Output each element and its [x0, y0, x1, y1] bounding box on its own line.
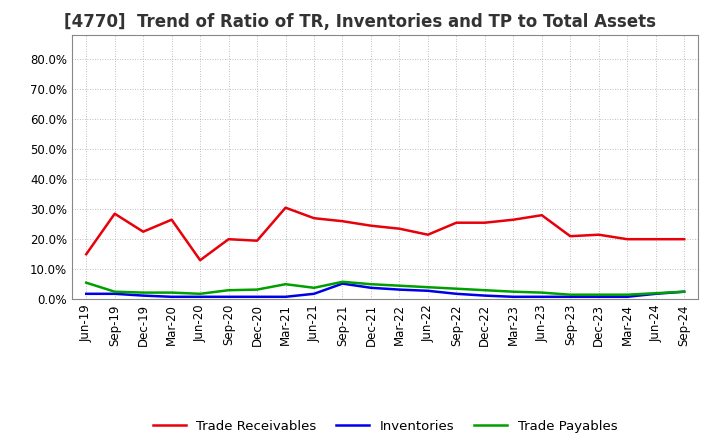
- Trade Payables: [253, 287, 261, 292]
- Inventories: [623, 294, 631, 300]
- Trade Payables: [595, 292, 603, 297]
- Trade Payables: [623, 292, 631, 297]
- Trade Receivables: [509, 217, 518, 222]
- Trade Payables: [652, 290, 660, 296]
- Inventories: [310, 291, 318, 297]
- Trade Payables: [338, 279, 347, 284]
- Line: Trade Payables: Trade Payables: [86, 282, 684, 295]
- Inventories: [595, 294, 603, 300]
- Inventories: [82, 291, 91, 297]
- Trade Receivables: [338, 219, 347, 224]
- Inventories: [110, 291, 119, 297]
- Inventories: [680, 289, 688, 294]
- Inventories: [652, 291, 660, 297]
- Trade Payables: [680, 289, 688, 294]
- Trade Receivables: [196, 257, 204, 263]
- Trade Receivables: [167, 217, 176, 222]
- Inventories: [452, 291, 461, 297]
- Inventories: [338, 281, 347, 286]
- Legend: Trade Receivables, Inventories, Trade Payables: Trade Receivables, Inventories, Trade Pa…: [148, 414, 623, 438]
- Inventories: [537, 294, 546, 300]
- Trade Receivables: [452, 220, 461, 225]
- Trade Payables: [225, 288, 233, 293]
- Inventories: [366, 285, 375, 290]
- Line: Inventories: Inventories: [86, 284, 684, 297]
- Inventories: [423, 288, 432, 293]
- Trade Payables: [423, 285, 432, 290]
- Trade Payables: [139, 290, 148, 295]
- Text: [4770]  Trend of Ratio of TR, Inventories and TP to Total Assets: [4770] Trend of Ratio of TR, Inventories…: [64, 13, 656, 31]
- Trade Receivables: [680, 237, 688, 242]
- Trade Receivables: [82, 252, 91, 257]
- Trade Payables: [366, 282, 375, 287]
- Inventories: [282, 294, 290, 300]
- Trade Payables: [509, 289, 518, 294]
- Trade Receivables: [366, 223, 375, 228]
- Inventories: [395, 287, 404, 292]
- Trade Receivables: [139, 229, 148, 235]
- Trade Payables: [537, 290, 546, 295]
- Trade Payables: [110, 289, 119, 294]
- Inventories: [509, 294, 518, 300]
- Trade Payables: [310, 285, 318, 290]
- Inventories: [480, 293, 489, 298]
- Trade Receivables: [623, 237, 631, 242]
- Inventories: [196, 294, 204, 300]
- Trade Receivables: [110, 211, 119, 216]
- Trade Payables: [480, 288, 489, 293]
- Inventories: [167, 294, 176, 300]
- Trade Receivables: [423, 232, 432, 237]
- Trade Payables: [395, 283, 404, 288]
- Trade Receivables: [566, 234, 575, 239]
- Trade Receivables: [595, 232, 603, 237]
- Trade Receivables: [310, 216, 318, 221]
- Trade Receivables: [537, 213, 546, 218]
- Trade Payables: [82, 280, 91, 286]
- Trade Payables: [566, 292, 575, 297]
- Inventories: [225, 294, 233, 300]
- Trade Payables: [452, 286, 461, 291]
- Trade Payables: [282, 282, 290, 287]
- Inventories: [253, 294, 261, 300]
- Trade Receivables: [652, 237, 660, 242]
- Trade Payables: [196, 291, 204, 297]
- Inventories: [139, 293, 148, 298]
- Trade Payables: [167, 290, 176, 295]
- Trade Receivables: [225, 237, 233, 242]
- Inventories: [566, 294, 575, 300]
- Trade Receivables: [253, 238, 261, 243]
- Trade Receivables: [282, 205, 290, 210]
- Trade Receivables: [395, 226, 404, 231]
- Trade Receivables: [480, 220, 489, 225]
- Line: Trade Receivables: Trade Receivables: [86, 208, 684, 260]
